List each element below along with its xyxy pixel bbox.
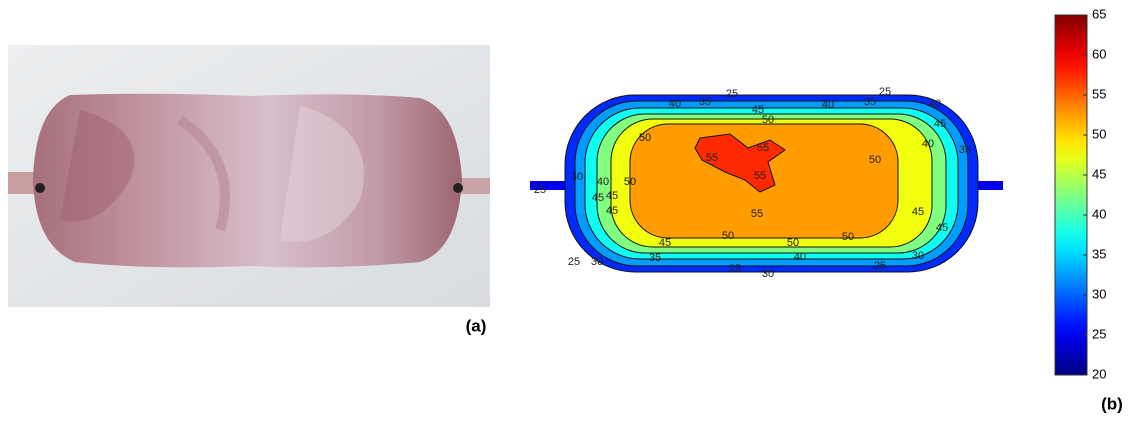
- contour-label: 25: [729, 263, 741, 275]
- contour-label: 25: [568, 256, 580, 268]
- contour-label: 25: [726, 88, 738, 100]
- contour-label: 55: [751, 208, 763, 220]
- contour-label: 25: [879, 86, 891, 98]
- contour-label: 40: [669, 98, 681, 110]
- contour-label: 45: [934, 118, 946, 130]
- contour-label: 50: [869, 154, 881, 166]
- contour-label: 35: [959, 144, 971, 156]
- contour-label: 35: [864, 96, 876, 108]
- contour-label: 30: [912, 250, 924, 262]
- contour-label: 40: [794, 251, 806, 263]
- colorbar-tick-label: 25: [1092, 326, 1106, 341]
- colorbar-tick-label: 60: [1092, 46, 1106, 61]
- contour-label: 25: [534, 184, 546, 196]
- contour-label: 40: [929, 98, 941, 110]
- panel-label: (a): [466, 316, 487, 335]
- contour-label: 40: [822, 99, 834, 111]
- photo: [8, 45, 490, 307]
- contour-label: 55: [757, 142, 769, 154]
- colorbar-tick-label: 45: [1092, 166, 1106, 181]
- colorbar-tick-label: 30: [1092, 286, 1106, 301]
- contour-label: 30: [762, 268, 774, 280]
- colorbar: [1055, 15, 1087, 375]
- colorbar-tick-label: 35: [1092, 246, 1106, 261]
- contour-label: 25: [874, 260, 886, 272]
- contour-label: 45: [592, 192, 604, 204]
- contour-label: 30: [571, 171, 583, 183]
- contour-label: 50: [842, 231, 854, 243]
- contour-label: 35: [649, 252, 661, 264]
- contour-label: 45: [912, 206, 924, 218]
- contour-label: 55: [754, 170, 766, 182]
- contour-label: 55: [706, 152, 718, 164]
- figure: (a) (b) 25403545405025354045505555555050…: [0, 0, 1134, 421]
- contour-label: 50: [787, 237, 799, 249]
- contour-label: 50: [624, 176, 636, 188]
- colorbar-tick-label: 20: [1092, 366, 1106, 381]
- contour-label: 45: [659, 237, 671, 249]
- contour-label: 50: [639, 132, 651, 144]
- colorbar-tick-label: 50: [1092, 126, 1106, 141]
- contour-label: 45: [606, 190, 618, 202]
- contour-label: 30: [591, 256, 603, 268]
- contour-label: 50: [762, 114, 774, 126]
- contour-label: 45: [936, 222, 948, 234]
- colorbar-tick-label: 40: [1092, 206, 1106, 221]
- panel-label: (b): [1101, 394, 1123, 413]
- contour-label: 50: [722, 230, 734, 242]
- contour-label: 45: [606, 205, 618, 217]
- contour-label: 35: [699, 96, 711, 108]
- contour-label: 40: [922, 138, 934, 150]
- colorbar-tick-label: 65: [1092, 6, 1106, 21]
- contour-label: 40: [597, 176, 609, 188]
- colorbar-tick-label: 55: [1092, 86, 1106, 101]
